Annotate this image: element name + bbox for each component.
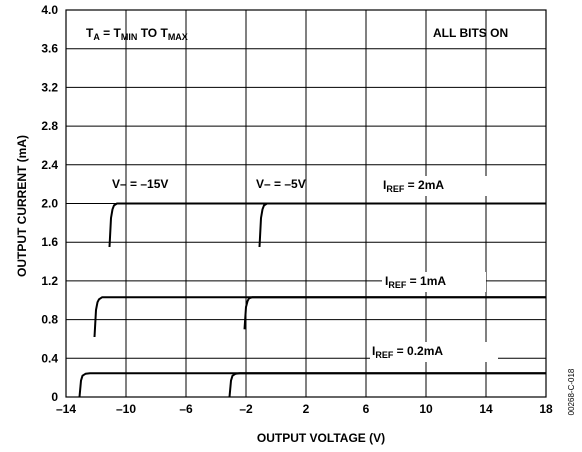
iref-1ma-label-bg [382, 272, 486, 292]
series-line-1 [108, 202, 546, 248]
x-tick-label: –10 [116, 402, 136, 416]
curves [78, 202, 546, 398]
x-tick-label: –14 [56, 402, 76, 416]
y-tick-label: 2.4 [41, 158, 58, 172]
series-line-6 [228, 372, 546, 398]
v-minus-15v-label: V– = –15V [112, 177, 168, 191]
y-tick-label: 3.6 [41, 42, 58, 56]
series-line-4 [243, 296, 546, 330]
figure-id: 00268-C-018 [567, 368, 576, 415]
x-axis-title: OUTPUT VOLTAGE (V) [257, 431, 385, 445]
iref-2ma-label: IREF = 2mA [383, 178, 444, 194]
x-tick-label: 6 [363, 402, 370, 416]
y-tick-label: 4.0 [41, 3, 58, 17]
temperature-range-label: TA = TMIN TO TMAX [86, 26, 188, 42]
y-tick-label: 0.4 [41, 351, 58, 365]
v-minus-5v-label: V– = –5V [256, 177, 306, 191]
x-tick-label: 10 [419, 402, 433, 416]
series-line-2 [258, 202, 546, 248]
y-tick-label: 2.0 [41, 197, 58, 211]
y-axis-title: OUTPUT CURRENT (mA) [15, 135, 29, 277]
y-tick-label: 3.2 [41, 80, 58, 94]
y-tick-label: 1.2 [41, 274, 58, 288]
y-tick-label: 0 [51, 390, 58, 404]
x-tick-label: 2 [303, 402, 310, 416]
x-tick-label: –2 [239, 402, 253, 416]
y-tick-label: 2.8 [41, 119, 58, 133]
y-tick-label: 0.8 [41, 313, 58, 327]
tick-labels: –14 –10 –6 –2 2 6 10 14 18 0 0.4 0.8 1.2 1.6 2.0 2.4 2.8… [41, 3, 553, 416]
plot-frame [65, 9, 547, 398]
series-line-3 [93, 296, 546, 338]
x-tick-label: 18 [539, 402, 553, 416]
x-tick-label: –6 [179, 402, 193, 416]
iref-0.2ma-label-bg [370, 342, 498, 362]
series-line-5 [78, 372, 546, 398]
iref-0.2ma-label: IREF = 0.2mA [372, 344, 443, 360]
all-bits-on-label: ALL BITS ON [433, 26, 508, 40]
iref-2ma-label-bg [380, 176, 492, 196]
iref-1ma-label: IREF = 1mA [385, 274, 446, 290]
x-tick-label: 14 [479, 402, 493, 416]
y-tick-label: 1.6 [41, 235, 58, 249]
